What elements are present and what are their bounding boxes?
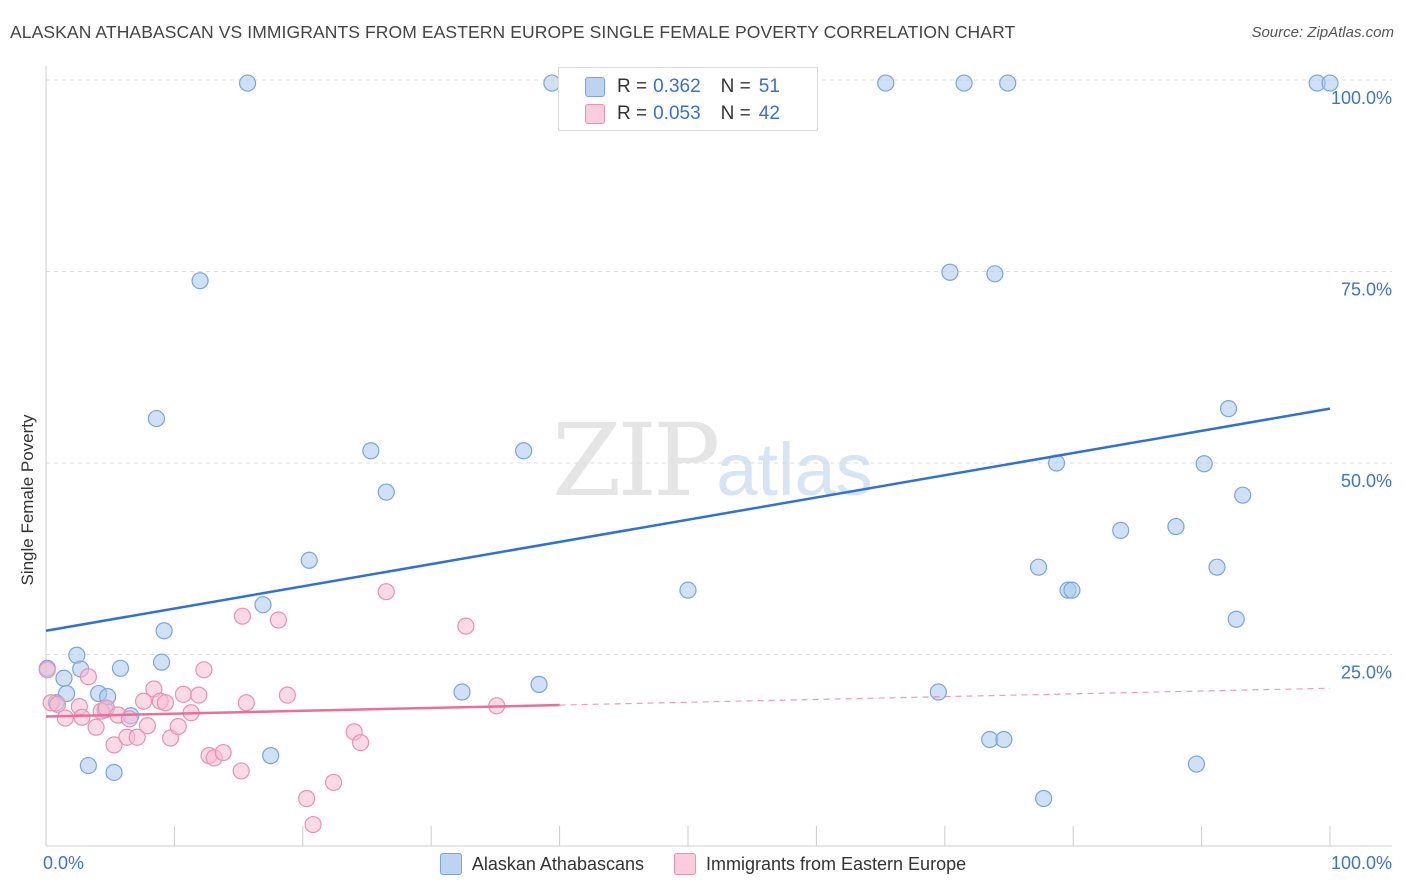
eastern-europe-point: [233, 607, 252, 625]
athabascan-point: [1195, 455, 1213, 473]
legend-n-label: N =: [720, 103, 751, 124]
eastern-europe-point: [232, 762, 250, 780]
eastern-europe-point: [298, 789, 316, 808]
eastern-europe-point: [237, 694, 255, 712]
legend-label-eastern-europe: Immigrants from Eastern Europe: [706, 853, 967, 874]
athabascan-trendline: [45, 407, 1331, 632]
eastern-europe-point: [134, 692, 153, 710]
eastern-europe-point: [377, 583, 395, 601]
legend-n-label: N =: [720, 76, 751, 97]
eastern-europe-point: [351, 733, 370, 752]
eastern-europe-point: [174, 685, 192, 703]
legend-swatch-blue: [439, 853, 462, 875]
eastern-europe-point: [79, 668, 97, 686]
athabascan-point: [1208, 558, 1226, 576]
x-tick-label: 0.0%: [43, 853, 84, 873]
legend-item-eastern-europe[interactable]: Immigrants from Eastern Europe: [674, 853, 966, 875]
series-legend: Alaskan Athabascans Immigrants from East…: [0, 851, 1406, 877]
legend-r-label: R =: [617, 103, 648, 124]
legend-swatch-blue: [585, 77, 605, 97]
eastern-europe-point: [304, 815, 322, 834]
athabascan-point: [1167, 517, 1185, 536]
eastern-europe-point: [120, 710, 139, 728]
athabascan-point: [955, 74, 973, 92]
athabascan-point: [152, 653, 171, 671]
athabascan-point: [111, 659, 130, 677]
eastern-europe-point: [87, 718, 105, 736]
eastern-europe-point: [156, 694, 175, 712]
eastern-europe-point: [128, 728, 146, 746]
y-tick-label: 75.0%: [1341, 280, 1392, 300]
chart-title: ALASKAN ATHABASCAN VS IMMIGRANTS FROM EA…: [10, 22, 1016, 42]
eastern-europe-point: [195, 661, 213, 679]
athabascan-point: [1063, 581, 1081, 599]
athabascan-point: [1112, 521, 1130, 540]
eastern-europe-point: [190, 686, 208, 704]
eastern-europe-point: [269, 611, 288, 629]
athabascan-point: [999, 74, 1017, 92]
legend-row-eastern-europe: R = 0.053 N = 42: [585, 102, 780, 126]
athabascan-point: [1227, 610, 1245, 628]
athabascan-point: [55, 669, 73, 687]
athabascan-point: [191, 272, 209, 290]
eastern-europe-point: [38, 661, 56, 679]
y-axis-label: Single Female Poverty: [18, 414, 37, 586]
legend-n-value: 51: [758, 76, 780, 97]
legend-item-athabascans[interactable]: Alaskan Athabascans: [439, 853, 644, 875]
athabascan-point: [105, 763, 123, 782]
y-tick-label: 100.0%: [1331, 88, 1392, 108]
athabascan-point: [362, 442, 380, 460]
athabascan-point: [254, 596, 272, 614]
athabascan-point: [530, 675, 548, 693]
eastern-europe-trendline-extension: [559, 687, 1331, 706]
athabascan-point: [1035, 789, 1053, 808]
athabascan-point: [79, 756, 97, 775]
correlation-legend: R = 0.362 N = 51 R = 0.053 N = 42: [558, 67, 818, 131]
athabascan-point: [1321, 74, 1339, 92]
eastern-europe-point: [73, 708, 91, 726]
athabascan-point: [155, 622, 173, 640]
legend-swatch-pink: [674, 853, 696, 875]
eastern-europe-point: [56, 709, 74, 727]
eastern-europe-point: [169, 717, 187, 736]
y-tick-label: 50.0%: [1341, 471, 1392, 491]
athabascan-point: [941, 263, 959, 281]
eastern-europe-point: [214, 743, 232, 762]
athabascan-point: [1234, 486, 1252, 504]
athabascan-point: [1029, 558, 1048, 576]
athabascan-point: [877, 74, 895, 92]
athabascan-point: [377, 483, 395, 501]
source-credit: Source: ZipAtlas.com: [1251, 24, 1394, 41]
athabascan-point: [1219, 400, 1238, 418]
athabascan-point: [453, 683, 471, 701]
x-tick-label: 100.0%: [1331, 853, 1392, 873]
eastern-europe-point: [138, 717, 157, 735]
athabascan-point: [929, 683, 947, 701]
athabascan-point: [995, 730, 1013, 749]
legend-r-value: 0.053: [653, 103, 701, 124]
athabascan-point: [147, 409, 166, 428]
y-axis-label-wrap: Single Female Poverty: [16, 300, 40, 700]
athabascan-point: [515, 442, 533, 460]
legend-row-athabascans: R = 0.362 N = 51: [585, 75, 780, 99]
athabascan-point: [238, 74, 257, 92]
legend-label-athabascans: Alaskan Athabascans: [471, 853, 644, 874]
eastern-europe-point: [48, 695, 67, 713]
legend-swatch-pink: [585, 104, 605, 124]
athabascan-point: [986, 265, 1004, 283]
eastern-europe-point: [457, 617, 475, 635]
athabascan-point: [679, 581, 697, 599]
legend-r-label: R =: [617, 76, 648, 97]
y-tick-label: 25.0%: [1341, 663, 1392, 683]
athabascan-point: [1187, 755, 1206, 773]
eastern-europe-trendline: [45, 703, 560, 718]
eastern-europe-point: [325, 773, 343, 792]
athabascan-point: [300, 551, 318, 569]
eastern-europe-point: [105, 736, 123, 754]
legend-r-value: 0.362: [653, 76, 701, 97]
athabascan-point: [262, 747, 280, 765]
eastern-europe-point: [278, 686, 296, 704]
legend-n-value: 42: [758, 103, 780, 124]
